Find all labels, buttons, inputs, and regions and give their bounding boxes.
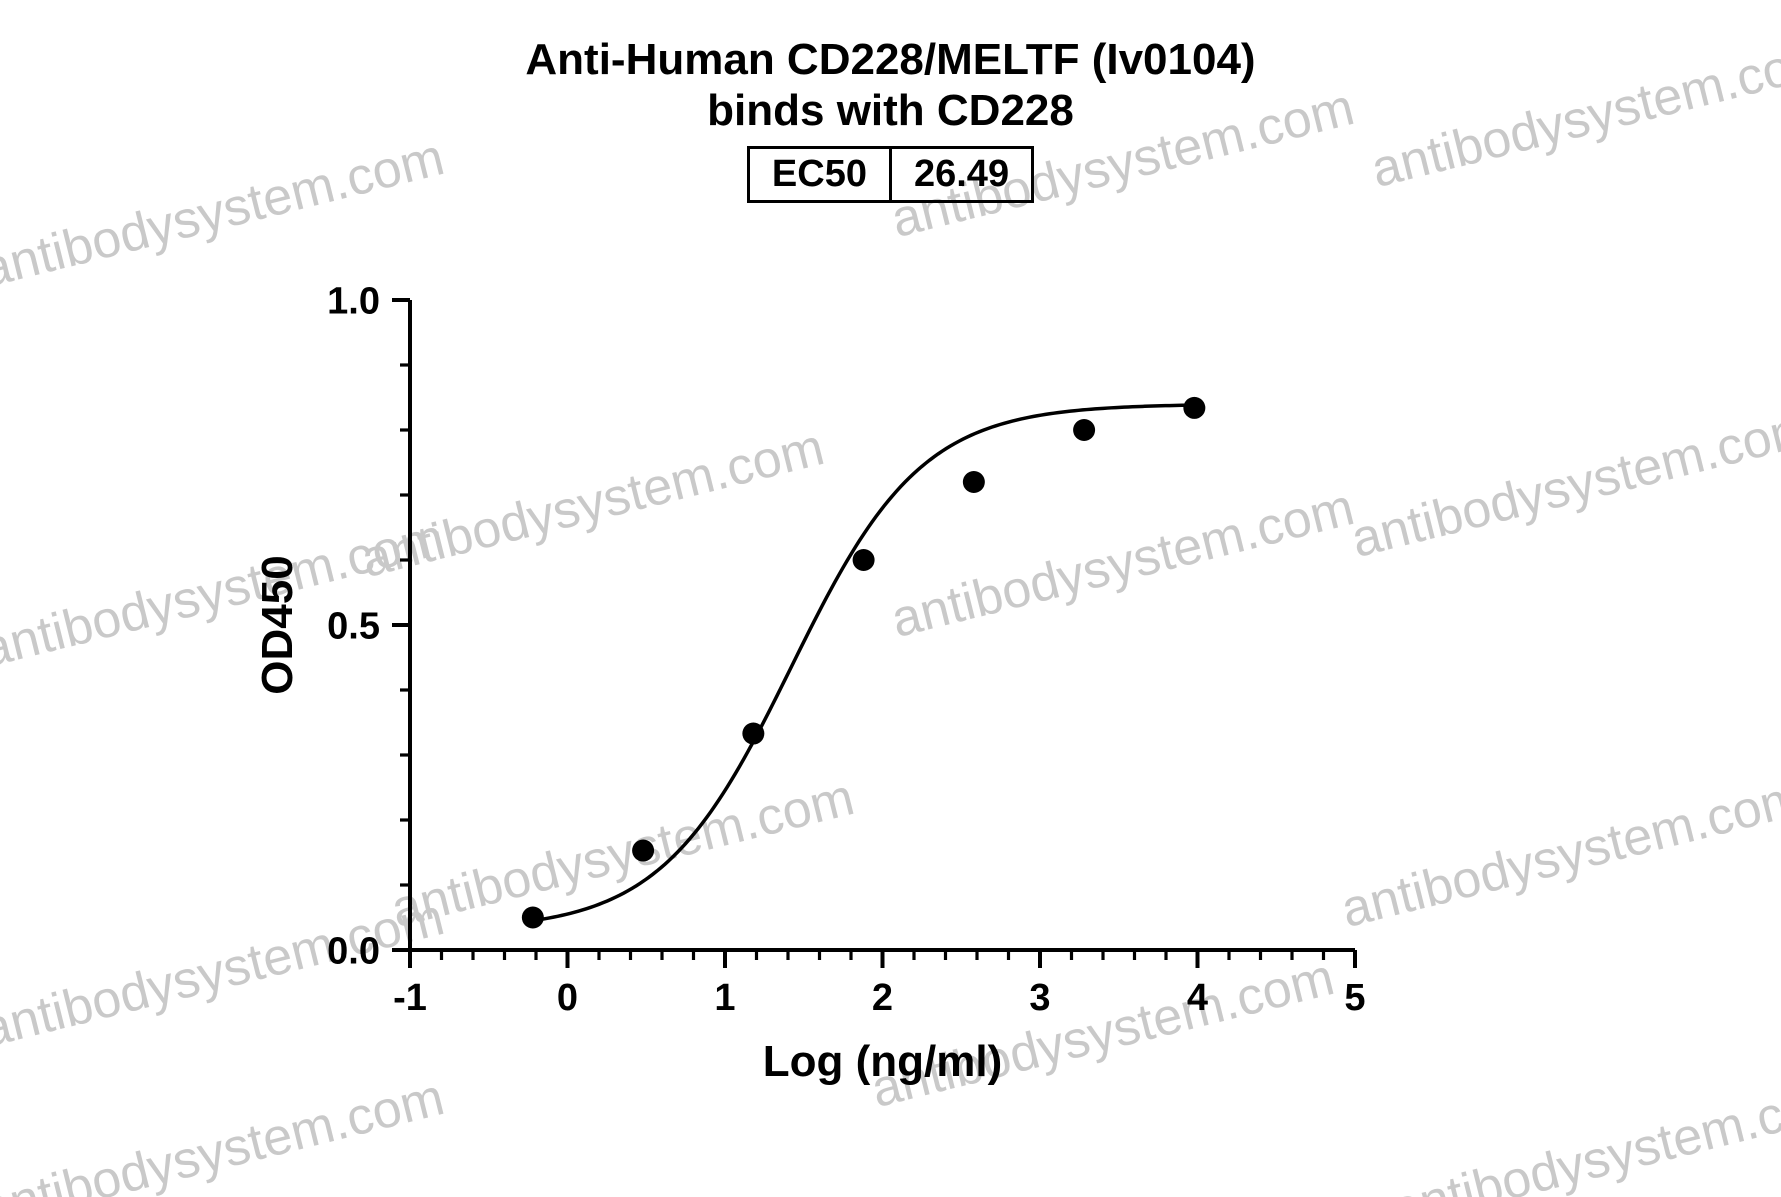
data-point xyxy=(963,471,985,493)
binding-curve-chart: 0.0 0.5 1.0 -1 0 1 2 3 4 5 Log (ng/ml) OD450 xyxy=(0,0,1781,1197)
y-tick-label: 0.0 xyxy=(327,930,380,972)
x-tick-label: 5 xyxy=(1344,977,1365,1019)
x-tick-label: 0 xyxy=(557,977,578,1019)
y-tick-label: 1.0 xyxy=(327,280,380,322)
data-point xyxy=(522,907,544,929)
x-tick-label: 1 xyxy=(714,977,735,1019)
x-tick-label: 3 xyxy=(1029,977,1050,1019)
data-point xyxy=(1073,419,1095,441)
x-tick-label: 4 xyxy=(1187,977,1208,1019)
data-point xyxy=(742,723,764,745)
x-tick-label: 2 xyxy=(872,977,893,1019)
data-point xyxy=(632,840,654,862)
data-point xyxy=(1183,397,1205,419)
x-axis-label: Log (ng/ml) xyxy=(763,1037,1003,1086)
y-axis-label: OD450 xyxy=(253,555,302,694)
data-point xyxy=(853,549,875,571)
y-tick-label: 0.5 xyxy=(327,605,380,647)
x-tick-label: -1 xyxy=(393,977,427,1019)
fit-curve xyxy=(533,405,1195,921)
